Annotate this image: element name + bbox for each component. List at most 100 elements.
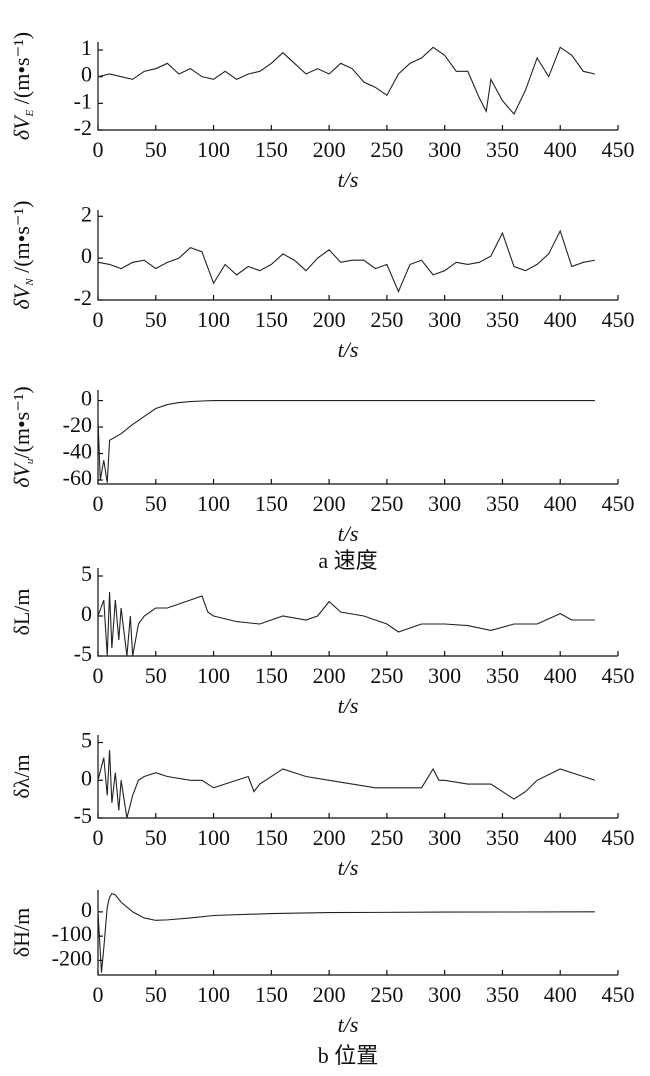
y-axis-label: δVN /(m•s⁻¹) bbox=[9, 201, 35, 310]
y-tick-label: 5 bbox=[81, 728, 92, 753]
x-tick-label: 200 bbox=[313, 825, 346, 850]
x-tick-label: 50 bbox=[145, 491, 167, 516]
data-line bbox=[97, 750, 596, 819]
x-tick-label: 250 bbox=[370, 137, 403, 162]
x-tick-label: 0 bbox=[93, 137, 104, 162]
y-label-main: δH/m bbox=[9, 908, 34, 957]
x-tick-label: 150 bbox=[255, 825, 288, 850]
x-tick-label: 100 bbox=[197, 307, 230, 332]
x-tick-label: 400 bbox=[544, 663, 577, 688]
y-label-main: δV bbox=[9, 114, 34, 140]
x-tick-label: 200 bbox=[313, 137, 346, 162]
x-tick-label: 100 bbox=[197, 825, 230, 850]
x-tick-label: 100 bbox=[197, 663, 230, 688]
x-tick-label: 300 bbox=[428, 982, 461, 1007]
x-tick-label: 450 bbox=[602, 137, 635, 162]
x-tick-label: 400 bbox=[544, 491, 577, 516]
y-axis-label: δL/m bbox=[9, 588, 34, 635]
x-tick-label: 200 bbox=[313, 663, 346, 688]
x-tick-label: 0 bbox=[93, 663, 104, 688]
y-label-unit: /(m•s⁻¹) bbox=[9, 32, 34, 110]
x-axis-label: t/s bbox=[338, 855, 359, 880]
x-tick-label: 300 bbox=[428, 491, 461, 516]
x-tick-label: 0 bbox=[93, 307, 104, 332]
data-line bbox=[97, 46, 596, 115]
x-tick-label: 0 bbox=[93, 825, 104, 850]
y-label-main: δV bbox=[9, 283, 34, 309]
x-tick-label: 250 bbox=[370, 982, 403, 1007]
x-tick-label: 50 bbox=[145, 137, 167, 162]
x-tick-label: 300 bbox=[428, 137, 461, 162]
y-tick-label: -40 bbox=[63, 439, 92, 464]
x-tick-label: 150 bbox=[255, 982, 288, 1007]
x-tick-label: 250 bbox=[370, 307, 403, 332]
y-label-main: δV bbox=[9, 462, 34, 488]
caption: a 速度 bbox=[318, 548, 377, 573]
y-tick-label: -1 bbox=[74, 88, 92, 113]
y-label-main: δλ/m bbox=[9, 754, 34, 798]
x-tick-label: 300 bbox=[428, 825, 461, 850]
x-tick-label: 150 bbox=[255, 491, 288, 516]
x-tick-label: 350 bbox=[486, 307, 519, 332]
data-line bbox=[97, 892, 595, 973]
x-tick-label: 450 bbox=[602, 491, 635, 516]
x-tick-label: 250 bbox=[370, 663, 403, 688]
y-label-main: δL/m bbox=[9, 588, 34, 635]
y-label-unit: /(m•s⁻¹) bbox=[9, 201, 34, 279]
x-tick-label: 200 bbox=[313, 307, 346, 332]
y-tick-label: -200 bbox=[52, 945, 92, 970]
x-tick-label: 450 bbox=[602, 825, 635, 850]
x-tick-label: 100 bbox=[197, 491, 230, 516]
x-tick-label: 50 bbox=[145, 982, 167, 1007]
x-tick-label: 350 bbox=[486, 491, 519, 516]
x-tick-label: 0 bbox=[93, 491, 104, 516]
x-tick-label: 400 bbox=[544, 825, 577, 850]
x-tick-label: 300 bbox=[428, 307, 461, 332]
x-tick-label: 50 bbox=[145, 663, 167, 688]
axis-frame bbox=[97, 210, 618, 301]
caption: b 位置 bbox=[318, 1043, 379, 1068]
x-axis-label: t/s bbox=[338, 693, 359, 718]
y-tick-label: 2 bbox=[81, 201, 92, 226]
x-tick-label: 250 bbox=[370, 825, 403, 850]
x-axis-label: t/s bbox=[338, 167, 359, 192]
x-tick-label: 300 bbox=[428, 663, 461, 688]
y-label-unit: /(m•s⁻¹) bbox=[9, 386, 34, 458]
y-axis-label: δVE /(m•s⁻¹) bbox=[9, 32, 35, 140]
y-label-sub: u bbox=[24, 458, 36, 464]
y-tick-label: -60 bbox=[63, 465, 92, 490]
x-tick-label: 200 bbox=[313, 491, 346, 516]
x-tick-label: 450 bbox=[602, 663, 635, 688]
x-tick-label: 400 bbox=[544, 307, 577, 332]
y-tick-label: -20 bbox=[63, 412, 92, 437]
x-axis-label: t/s bbox=[338, 521, 359, 546]
axis-frame bbox=[97, 42, 618, 131]
y-tick-label: 5 bbox=[81, 561, 92, 586]
y-tick-label: -5 bbox=[74, 641, 92, 666]
x-tick-label: 150 bbox=[255, 663, 288, 688]
axis-frame bbox=[97, 735, 618, 819]
y-label-sub: E bbox=[24, 109, 36, 117]
x-tick-label: 400 bbox=[544, 137, 577, 162]
axis-frame bbox=[97, 568, 618, 657]
y-tick-label: 0 bbox=[81, 765, 92, 790]
x-tick-label: 350 bbox=[486, 825, 519, 850]
x-tick-label: 50 bbox=[145, 307, 167, 332]
y-tick-label: 0 bbox=[81, 386, 92, 411]
x-tick-label: 450 bbox=[602, 982, 635, 1007]
axis-frame bbox=[97, 390, 618, 485]
y-tick-label: 0 bbox=[81, 601, 92, 626]
data-line bbox=[97, 400, 595, 483]
x-tick-label: 150 bbox=[255, 137, 288, 162]
y-tick-label: -5 bbox=[74, 803, 92, 828]
x-tick-label: 200 bbox=[313, 982, 346, 1007]
x-tick-label: 350 bbox=[486, 663, 519, 688]
y-tick-label: -2 bbox=[74, 285, 92, 310]
x-tick-label: 150 bbox=[255, 307, 288, 332]
x-tick-label: 350 bbox=[486, 982, 519, 1007]
x-tick-label: 450 bbox=[602, 307, 635, 332]
axis-frame bbox=[97, 890, 618, 976]
x-tick-label: 100 bbox=[197, 982, 230, 1007]
